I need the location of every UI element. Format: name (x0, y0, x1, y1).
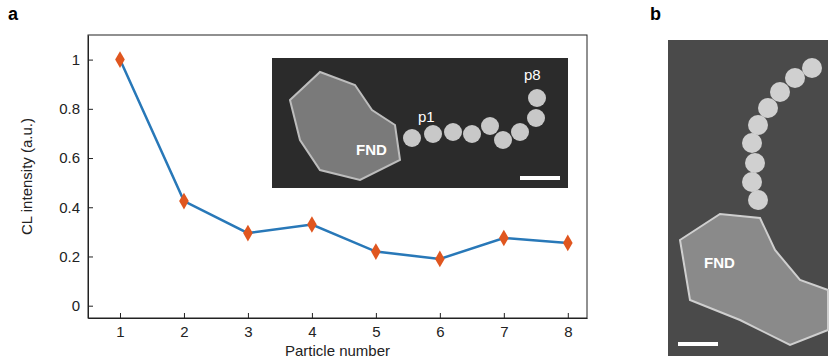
axis-line (89, 318, 588, 319)
particle-image (527, 109, 545, 127)
particle-image (444, 123, 462, 141)
tick: 1 (72, 51, 93, 68)
fnd-crystal (290, 72, 400, 180)
inset-label: p1 (418, 108, 435, 125)
tick-label: 7 (500, 323, 508, 340)
fnd-crystal (680, 214, 828, 345)
tick-mark (88, 306, 93, 307)
tick-label: 0 (72, 297, 80, 314)
panel-label: a (8, 4, 19, 24)
tick-mark (568, 313, 569, 318)
particle-image (463, 125, 481, 143)
tick-label: 8 (564, 323, 572, 340)
tick-label: 6 (436, 323, 444, 340)
tick-label: 1 (116, 323, 124, 340)
tick: 6 (436, 313, 444, 340)
data-point (115, 51, 125, 68)
tick: 4 (308, 313, 316, 340)
particle-image (770, 82, 790, 102)
tick-mark (376, 313, 377, 318)
inset-label: FND (356, 141, 387, 158)
tick-mark (184, 313, 185, 318)
tick: 8 (564, 313, 572, 340)
tick-mark (88, 109, 93, 110)
tick: 0 (72, 297, 93, 314)
image-background (668, 40, 828, 356)
tick: 0.4 (59, 199, 93, 216)
tick-mark (504, 313, 505, 318)
marks (115, 51, 572, 267)
tick-label: 1 (72, 51, 80, 68)
tick: 0.2 (59, 248, 93, 265)
data-point (179, 193, 189, 210)
image-label: FND (704, 254, 735, 271)
tick-mark (120, 313, 121, 318)
y-axis: 0 0.2 0.4 0.6 0.8 1 (59, 36, 93, 319)
data-point (435, 251, 445, 268)
x-axis: 1 2 3 4 5 6 7 8 (89, 313, 588, 340)
particle-image (424, 125, 442, 143)
particle-image (785, 68, 805, 88)
tick-mark (312, 313, 313, 318)
tick: 7 (500, 313, 508, 340)
panel-b-image: FND (668, 40, 828, 356)
tick: 5 (372, 313, 380, 340)
tick: 2 (180, 313, 188, 340)
scale-bar (678, 342, 718, 346)
tick-label: 0.2 (59, 248, 80, 265)
tick: 0.8 (59, 100, 93, 117)
x-axis-title: Particle number (285, 342, 390, 359)
tick-mark (248, 313, 249, 318)
particle-image (742, 172, 762, 192)
tick-label: 0.4 (59, 199, 80, 216)
data-point (307, 216, 317, 233)
data-point (243, 225, 253, 242)
inset-image: FND p1 p8 (272, 58, 568, 188)
particle-image (758, 98, 778, 118)
tick-mark (88, 207, 93, 208)
particle-image (494, 131, 512, 149)
particle-image (745, 153, 765, 173)
particle-image (481, 117, 499, 135)
particle-image (748, 115, 768, 135)
y-axis-title: CL intensity (a.u.) (18, 118, 35, 235)
tick-label: 0.8 (59, 100, 80, 117)
tick-mark (88, 60, 93, 61)
tick-label: 2 (180, 323, 188, 340)
particle-image (742, 133, 762, 153)
tick-label: 3 (244, 323, 252, 340)
tick-mark (440, 313, 441, 318)
tick-mark (88, 158, 93, 159)
tick-mark (88, 256, 93, 257)
data-point (563, 235, 573, 252)
particle-image (802, 58, 822, 78)
particle-image (403, 129, 421, 147)
data-point (371, 243, 381, 260)
inset-label: p8 (524, 66, 541, 83)
particle-image (511, 123, 529, 141)
tick: 0.6 (59, 149, 93, 166)
panel-label: b (650, 4, 661, 24)
scale-bar (520, 176, 560, 180)
plot-frame (88, 35, 587, 318)
tick-label: 5 (372, 323, 380, 340)
data-point (499, 230, 509, 247)
axis-line (88, 36, 89, 319)
tick-label: 4 (308, 323, 316, 340)
particle-image (528, 89, 546, 107)
tick: 3 (244, 313, 252, 340)
tick-label: 0.6 (59, 149, 80, 166)
tick: 1 (116, 313, 124, 340)
particle-image (748, 190, 768, 210)
inset-background (272, 58, 568, 188)
